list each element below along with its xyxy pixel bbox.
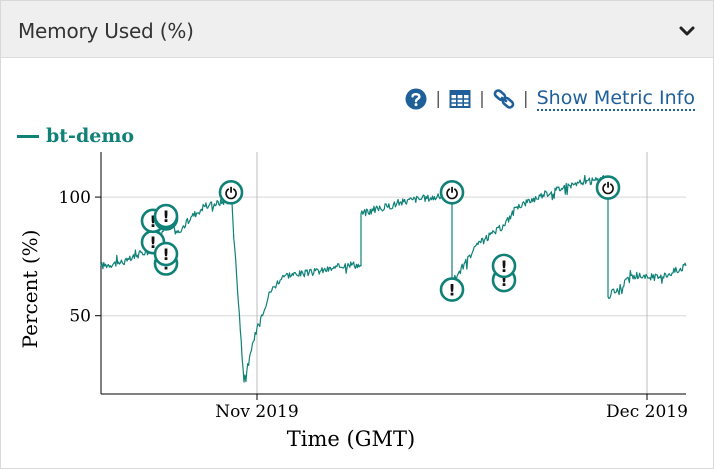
panel-title: Memory Used (%): [18, 19, 194, 43]
legend-swatch: [17, 134, 39, 138]
chart-axes: [95, 152, 686, 400]
alert-icon[interactable]: !: [153, 241, 179, 267]
link-icon[interactable]: [493, 88, 515, 110]
show-metric-info-link[interactable]: Show Metric Info: [536, 87, 695, 111]
power-icon[interactable]: ⏻: [218, 180, 244, 205]
x-tick-label: Nov 2019: [215, 402, 298, 422]
toolbar-separator: |: [479, 89, 485, 109]
marker-ring: [491, 253, 517, 279]
marker-glyph: !: [149, 233, 156, 252]
marker-glyph: !: [149, 212, 156, 231]
toolbar-separator: |: [522, 89, 529, 109]
alert-icon[interactable]: !: [153, 203, 179, 229]
marker-glyph: !: [500, 271, 507, 290]
panel-header[interactable]: Memory Used (%): [1, 1, 713, 58]
marker-glyph: !: [162, 207, 169, 226]
help-circle-icon[interactable]: [405, 88, 427, 110]
x-axis-label: Time (GMT): [287, 427, 415, 451]
marker-glyph: ⏻: [225, 184, 237, 202]
series-layer: [100, 174, 687, 383]
y-tick-label: 100: [59, 188, 91, 208]
marker-glyph: !: [162, 245, 169, 264]
chart-toolbar: | | | Show Metric Info: [405, 85, 695, 113]
marker-ring: [153, 203, 179, 229]
series-line-bt-demo: [100, 174, 687, 383]
marker-ring: [153, 241, 179, 267]
marker-ring: [439, 180, 465, 205]
y-tick-label: 50: [69, 307, 91, 327]
legend-series-label: bt-demo: [46, 125, 135, 147]
marker-glyph: !: [500, 257, 507, 276]
marker-glyph: ⏻: [602, 180, 614, 198]
marker-ring: [218, 180, 244, 205]
tick-labels: 50 100 Nov 2019 Dec 2019: [59, 188, 688, 422]
chevron-down-icon[interactable]: [677, 21, 697, 41]
alert-icon[interactable]: !: [439, 277, 465, 302]
grid-lines: [101, 152, 686, 394]
y-axis-label: Percent (%): [18, 230, 42, 349]
annotation-layer: ⏻⏻⏻!!!!!!!!!: [140, 175, 621, 302]
alert-icon[interactable]: !: [491, 253, 517, 279]
power-icon[interactable]: ⏻: [595, 175, 621, 200]
marker-glyph: !: [448, 281, 455, 300]
marker-glyph: ⏻: [446, 184, 458, 202]
table-icon[interactable]: [449, 88, 471, 110]
chart-legend[interactable]: bt-demo: [17, 125, 134, 147]
marker-ring: [439, 277, 465, 302]
x-tick-label: Dec 2019: [606, 402, 688, 422]
marker-ring: [595, 175, 621, 200]
power-icon[interactable]: ⏻: [439, 180, 465, 205]
toolbar-separator: |: [435, 89, 442, 109]
